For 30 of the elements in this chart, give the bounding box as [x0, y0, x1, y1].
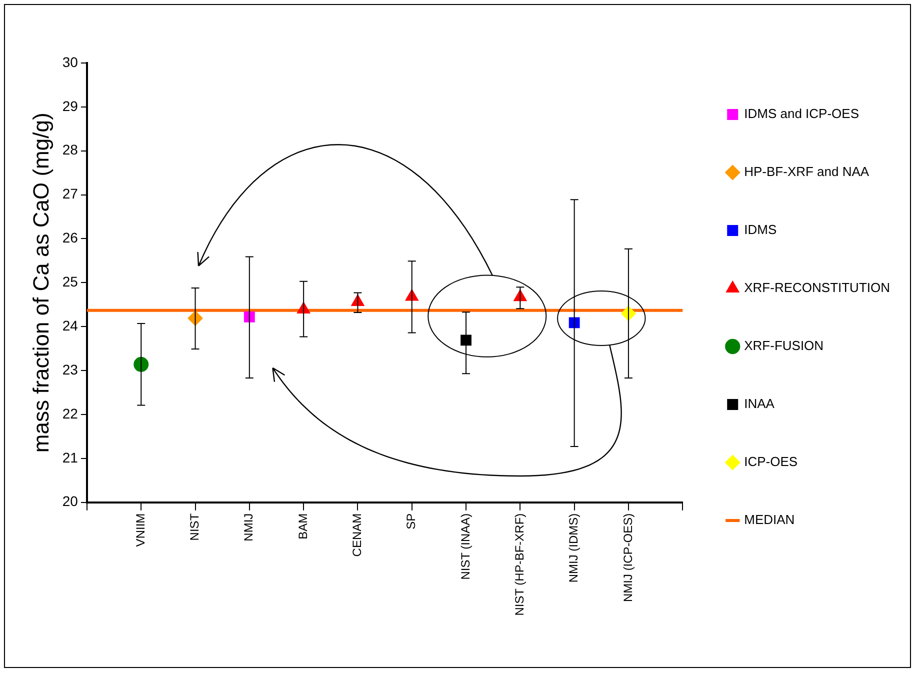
y-tick-label: 30 — [62, 54, 78, 70]
x-tick-label: NIST (INAA) — [458, 513, 472, 580]
y-tick-label: 25 — [62, 274, 78, 290]
legend-label: IDMS — [744, 222, 777, 238]
y-axis-title: mass fraction of Ca as CaO (mg/g) — [28, 112, 54, 453]
x-tick-label: VNIIM — [133, 513, 148, 547]
y-tick-label: 22 — [62, 405, 78, 422]
x-tick-label: NMIJ (IDMS) — [566, 513, 581, 583]
y-tick-label: 26 — [62, 230, 78, 246]
y-tick-label: 20 — [62, 493, 78, 510]
legend-label: XRF-RECONSTITUTION — [744, 280, 890, 296]
legend-label: MEDIAN — [744, 512, 795, 528]
y-tick-label: 29 — [62, 98, 78, 114]
legend-label: INAA — [744, 396, 775, 412]
x-tick-label: BAM — [296, 513, 310, 540]
x-tick-label: CENAM — [350, 513, 364, 557]
x-tick-label: NMIJ — [242, 513, 256, 542]
y-tick-label: 28 — [62, 142, 78, 158]
x-tick-label: SP — [404, 513, 418, 530]
x-tick-label: NMIJ (ICP-OES) — [620, 513, 635, 602]
x-tick-label: NIST (HP-BF-XRF) — [512, 513, 526, 616]
y-tick-label: 21 — [62, 449, 78, 466]
legend-label: HP-BF-XRF and NAA — [744, 164, 870, 180]
y-tick-label: 24 — [62, 317, 78, 334]
x-tick-label: NIST — [188, 512, 202, 541]
legend-label: XRF-FUSION — [744, 338, 824, 354]
legend-label: IDMS and ICP-OES — [744, 106, 860, 122]
y-tick-label: 23 — [62, 361, 78, 378]
y-tick-label: 27 — [62, 186, 78, 202]
legend-label: ICP-OES — [744, 454, 798, 470]
